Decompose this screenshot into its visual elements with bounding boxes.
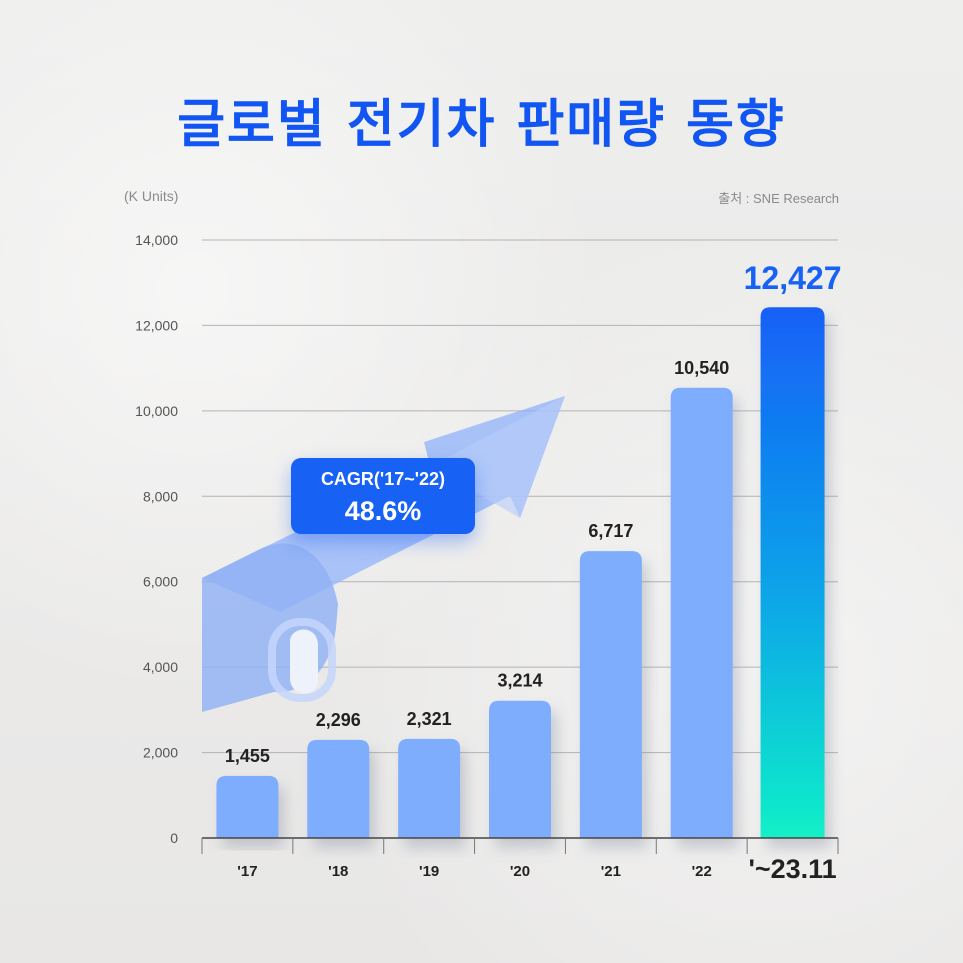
cagr-callout: CAGR('17~'22) 48.6%: [291, 458, 475, 534]
page-title: 글로벌 전기차 판매량 동향: [177, 95, 786, 155]
y-tick-label: 8,000: [143, 488, 178, 504]
cagr-label: CAGR('17~'22): [320, 469, 446, 489]
y-axis-unit: (K Units): [124, 188, 179, 204]
bar-value-label: 12,427: [744, 260, 842, 296]
x-tick-label: '20: [510, 863, 530, 880]
bar: [489, 700, 551, 838]
y-tick-label: 0: [170, 830, 178, 846]
bar-value-label: 1,455: [225, 746, 270, 766]
x-tick-label: '19: [419, 863, 439, 880]
bar-value-label: 2,296: [316, 710, 361, 730]
y-tick-label: 4,000: [143, 659, 178, 675]
bar-group: [307, 739, 370, 838]
x-tick-label: '22: [692, 863, 712, 880]
bar-group: [489, 700, 551, 838]
x-tick-label: '21: [601, 863, 621, 880]
bar-value-label: 6,717: [588, 521, 633, 541]
cagr-value: 48.6%: [344, 496, 422, 526]
y-tick-label: 2,000: [143, 745, 178, 761]
bar-group: [579, 551, 642, 838]
source-note: 출처 : SNE Research: [718, 191, 839, 206]
growth-arrow: [202, 396, 565, 712]
bar-group: [670, 387, 733, 838]
bar: [307, 739, 370, 838]
bar-group: [216, 775, 279, 838]
bar: [398, 738, 461, 838]
y-tick-label: 12,000: [135, 317, 178, 333]
bar: [760, 307, 825, 838]
bar: [670, 387, 733, 838]
bar-value-label: 2,321: [407, 709, 452, 729]
x-tick-label: '18: [328, 863, 348, 880]
bar-group: [760, 307, 825, 838]
bar: [216, 775, 279, 838]
y-tick-label: 14,000: [135, 232, 178, 248]
bar-group: [398, 738, 461, 838]
bar: [579, 551, 642, 838]
y-tick-label: 6,000: [143, 574, 178, 590]
bar-value-label: 3,214: [497, 671, 542, 691]
x-tick-label: '17: [237, 863, 257, 880]
bar-value-label: 10,540: [674, 358, 729, 378]
x-tick-label: '~23.11: [748, 854, 836, 884]
y-tick-label: 10,000: [135, 403, 178, 419]
